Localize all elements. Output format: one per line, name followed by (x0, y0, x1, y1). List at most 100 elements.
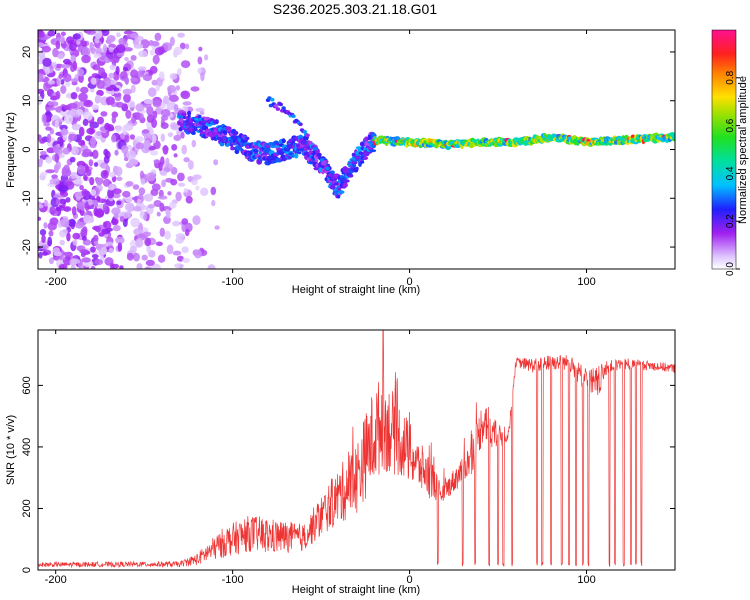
colorbar-gradient (711, 29, 737, 270)
spectrogram-cell (137, 66, 147, 71)
spectrogram-cell (197, 56, 203, 65)
spectrogram-cell (167, 191, 172, 196)
spectrogram-cell (38, 30, 45, 38)
spectrogram-cell (108, 72, 115, 79)
spectrogram-cell (94, 226, 101, 233)
spectrogram-cell (281, 106, 286, 110)
spectrogram-cell (55, 198, 61, 205)
spectrogram-cell (190, 86, 200, 92)
spectrogram-cell (159, 170, 167, 176)
snr-series-line (38, 330, 675, 569)
spectrogram-cell (53, 144, 60, 154)
spectrogram-cell (200, 71, 205, 82)
spectrogram-cell (275, 107, 281, 111)
spectrogram-cell (214, 225, 220, 230)
spectrogram-cell (149, 49, 155, 56)
spectrogram-cell (94, 30, 103, 39)
spectrogram-cell (305, 133, 310, 138)
spectrogram-cell (81, 188, 89, 197)
spectrogram-cell (70, 146, 79, 156)
spectrogram-cell (105, 96, 115, 105)
spectrogram-cell (38, 42, 45, 48)
spectrogram-cell (178, 264, 184, 269)
spectrogram-cell (75, 86, 80, 93)
snr-y-tick-label: 600 (21, 376, 33, 394)
spectrogram-cell (130, 84, 136, 94)
spectrogram-cell (39, 229, 47, 236)
spectrogram-cell (127, 100, 136, 108)
spectrogram-cell (144, 237, 152, 247)
spectrogram-cell (358, 151, 364, 156)
spectrogram-cell (59, 110, 69, 117)
spectrogram-cell (83, 99, 93, 108)
spectrogram-cell (115, 236, 125, 245)
spectrogram-cell (141, 254, 148, 261)
snr-x-tick-label: -100 (222, 574, 244, 586)
spectrogram-cell (141, 129, 150, 134)
spectrogram-cell (38, 204, 44, 209)
spectrogram-cell (38, 88, 45, 94)
spectrogram-cell (143, 139, 151, 149)
spectrogram-cell (155, 77, 163, 87)
spectrogram-cell (62, 229, 68, 234)
spectrogram-cell (137, 198, 142, 205)
spectrogram-cell (72, 60, 78, 71)
spectrogram-cell (169, 36, 175, 46)
spectrogram-cell (68, 218, 76, 227)
spectrogram-cell (166, 244, 174, 255)
spectrogram-cell (291, 114, 296, 118)
spectrogram-cell (181, 144, 187, 155)
spectrogram-cell (130, 55, 137, 61)
spectrogram-cell (170, 123, 181, 131)
spectrogram-cell (41, 113, 47, 124)
spectrogram-cell (122, 190, 131, 198)
spectrogram-cell (213, 159, 219, 166)
figure-title: S236.2025.303.21.18.G01 (273, 1, 437, 17)
spectrogram-cell (129, 134, 135, 140)
spectrogram-cell (230, 146, 236, 151)
spectrogram-cell (183, 157, 190, 163)
spectrogram-cell (64, 114, 73, 124)
spectrogram-cell (112, 224, 121, 232)
spectrogram-cell (179, 42, 186, 50)
spectrogram-cell (143, 99, 154, 105)
spectrogram-cell (319, 158, 324, 162)
spectrogram-cell (125, 181, 134, 187)
spectrogram-cell (112, 188, 122, 195)
spectrogram-cell (171, 144, 178, 151)
spectrogram-cell (169, 201, 177, 209)
spectrogram-cell (91, 254, 99, 259)
spectrogram-cell (136, 263, 143, 269)
spectrogram-cell (107, 127, 115, 132)
spectrogram-cell (214, 119, 219, 125)
spectrogram-cell (80, 252, 86, 258)
spectrogram-cell (109, 58, 119, 63)
spectrogram-cell (160, 109, 171, 117)
spectrogram-cell (270, 160, 278, 164)
spectrogram-cell (81, 40, 87, 47)
spectrogram-cell (146, 172, 156, 182)
spectrogram-cell (62, 147, 70, 155)
spectrogram-cell (145, 259, 155, 267)
spectrogram-cell (193, 249, 203, 259)
spectrogram-cell (76, 196, 81, 201)
spectrogram-cell (105, 241, 114, 246)
spectrogram-cell (168, 94, 179, 102)
spectrogram-cell (337, 190, 345, 195)
spectrogram-cell (178, 182, 186, 187)
spectrogram-cell (173, 153, 178, 158)
spectrogram-cell (151, 40, 160, 47)
spectrogram-cell (62, 206, 72, 212)
spectrogram-cell (191, 131, 196, 136)
spectrogram-cell (90, 246, 96, 253)
spectrogram-cell (195, 107, 205, 112)
spectrogram-cell (48, 257, 54, 265)
spectrogram-cell (59, 239, 65, 246)
spectrogram-cell (38, 216, 42, 221)
spectrogram-cell (60, 35, 65, 44)
spectrogram-cell (187, 106, 193, 111)
spectrogram-x-tick-label: 0 (407, 276, 413, 288)
snr-y-ticks: 0 200 400 600 (21, 376, 675, 573)
spectrogram-cell (102, 203, 107, 213)
